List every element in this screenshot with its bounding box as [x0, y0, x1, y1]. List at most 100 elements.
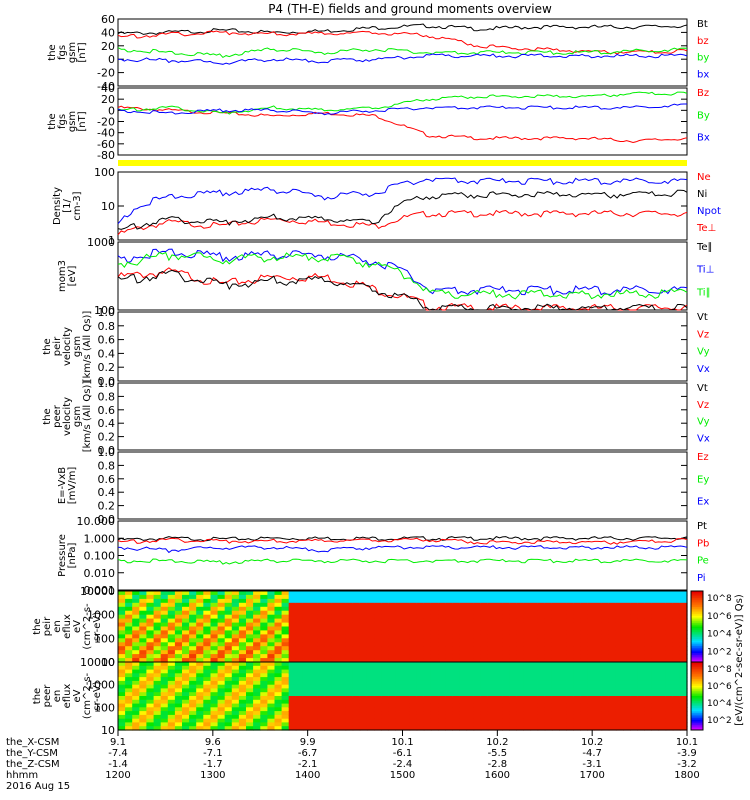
heat-cell — [125, 602, 133, 608]
heat-cell — [516, 638, 524, 643]
heat-cell — [509, 662, 517, 667]
heat-cell — [281, 646, 290, 651]
heat-cell — [473, 680, 482, 686]
heat-cell — [402, 591, 411, 596]
heat-cell — [274, 614, 283, 620]
heat-cell — [516, 602, 524, 608]
heat-cell — [459, 610, 468, 616]
heat-cell — [551, 591, 560, 596]
heat-cell — [302, 711, 311, 716]
heat-cell — [416, 711, 425, 716]
heat-cell — [658, 658, 667, 663]
heat-cell — [601, 630, 610, 635]
legend-entry: Ni — [697, 189, 707, 200]
heat-cell — [601, 591, 610, 596]
heat-cell — [238, 634, 247, 639]
heat-cell — [615, 714, 624, 720]
heat-cell — [679, 634, 688, 639]
heat-cell — [231, 692, 240, 697]
heat-cell — [160, 614, 169, 620]
series-Ni — [117, 189, 688, 230]
heat-cell — [281, 699, 290, 705]
heat-cell — [324, 662, 332, 667]
x-tick-label: 9.9 — [300, 737, 316, 748]
heat-cell — [487, 669, 496, 674]
heat-cell — [267, 618, 276, 624]
heat-cell — [566, 711, 574, 716]
heat-cell — [495, 634, 503, 639]
heat-cell — [608, 696, 617, 701]
heat-cell — [388, 688, 396, 693]
heat-cell — [495, 658, 503, 663]
heat-cell — [167, 602, 176, 608]
heat-cell — [608, 692, 617, 697]
heat-cell — [587, 662, 596, 667]
heat-cell — [153, 606, 162, 612]
heat-cell — [587, 654, 596, 659]
heat-cell — [338, 622, 347, 628]
heat-cell — [395, 726, 404, 731]
heat-cell — [623, 646, 631, 651]
heat-cell — [253, 658, 261, 663]
heat-cell — [630, 658, 638, 663]
heat-cell — [473, 650, 482, 655]
heat-cell — [551, 680, 560, 686]
heat-cell — [153, 614, 162, 620]
heat-cell — [267, 696, 276, 701]
heat-cell — [374, 703, 382, 708]
colorbar-cell — [691, 667, 703, 670]
heat-cell — [502, 646, 510, 651]
heat-cell — [196, 634, 204, 639]
heat-cell — [366, 714, 375, 720]
heat-cell — [203, 673, 211, 678]
heat-cell — [224, 594, 233, 600]
heat-cell — [580, 594, 588, 600]
heat-cell — [537, 673, 546, 678]
heat-cell — [594, 630, 603, 635]
colorbar: 10^810^610^410^2 — [690, 661, 732, 731]
heat-cell — [196, 688, 204, 693]
heat-cell — [416, 726, 425, 731]
heat-cell — [374, 591, 382, 596]
heat-cell — [388, 711, 396, 716]
heat-cell — [167, 610, 176, 616]
heat-cell — [139, 711, 147, 716]
heat-cell — [487, 703, 496, 708]
heat-cell — [615, 707, 624, 712]
heat-cell — [153, 696, 162, 701]
heat-cell — [281, 634, 290, 639]
heat-cell — [160, 718, 169, 724]
heat-cell — [132, 673, 140, 678]
heat-cell — [651, 602, 660, 608]
heat-cell — [580, 634, 588, 639]
heat-cell — [139, 634, 147, 639]
heat-cell — [352, 614, 361, 620]
heat-cell — [409, 722, 418, 727]
y-axis-label: the peir velocity gsm [km/s (All Qs)] — [42, 311, 93, 383]
heat-cell — [601, 692, 610, 697]
heat-cell — [473, 688, 482, 693]
heat-cell — [288, 699, 297, 705]
heat-cell — [374, 665, 382, 671]
colorbar-cell — [691, 697, 703, 700]
heat-cell — [551, 602, 560, 608]
heat-cell — [630, 714, 638, 720]
heat-cell — [281, 692, 290, 697]
heat-cell — [402, 692, 411, 697]
heat-cell — [402, 598, 411, 604]
heat-cell — [559, 638, 567, 643]
heat-cell — [559, 626, 567, 631]
heat-cell — [623, 594, 631, 600]
heat-cell — [118, 726, 126, 731]
heat-cell — [246, 714, 254, 720]
heat-cell — [153, 602, 162, 608]
heat-cell — [430, 688, 439, 693]
heat-cell — [231, 638, 240, 643]
heat-cell — [665, 722, 674, 727]
heat-cell — [246, 726, 254, 731]
heat-cell — [608, 669, 617, 674]
colorbar-tick-label: 10^8 — [707, 665, 732, 675]
heat-cell — [125, 669, 133, 674]
heat-cell — [274, 673, 283, 678]
heat-cell — [445, 654, 453, 659]
